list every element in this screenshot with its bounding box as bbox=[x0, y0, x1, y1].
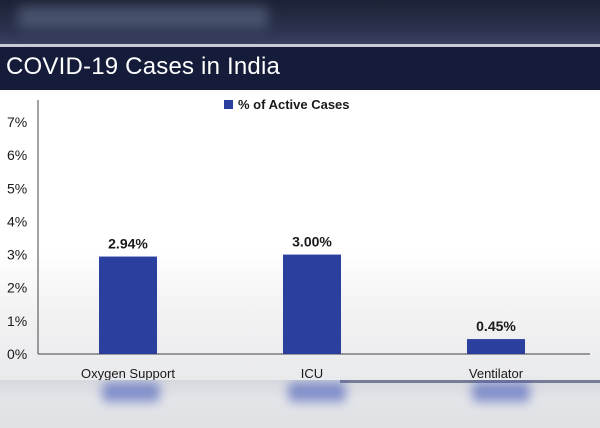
x-tick-label: ICU bbox=[301, 366, 323, 380]
data-label: 0.45% bbox=[476, 318, 516, 334]
x-tick-label: Oxygen Support bbox=[81, 366, 175, 380]
bar-oxygen-support bbox=[99, 256, 157, 354]
y-tick-label: 5% bbox=[7, 180, 27, 196]
title-bar: COVID-19 Cases in India bbox=[0, 44, 600, 90]
data-label: 2.94% bbox=[108, 236, 148, 252]
y-tick-label: 6% bbox=[7, 147, 27, 163]
y-tick-label: 0% bbox=[7, 346, 27, 362]
blurred-bottom-strip bbox=[0, 380, 600, 428]
blurred-heading-shape bbox=[18, 6, 268, 28]
legend-label: % of Active Cases bbox=[238, 97, 350, 112]
blurred-bar-reflection bbox=[288, 382, 346, 402]
chart-area: 0% 1% 2% 3% 4% 5% 6% 7% % of Active Cases 2.94% Ox… bbox=[0, 90, 600, 380]
x-tick-label: Ventilator bbox=[469, 366, 524, 380]
bar-icu bbox=[283, 254, 341, 354]
data-label: 3.00% bbox=[292, 234, 332, 250]
legend-swatch bbox=[224, 100, 233, 109]
y-tick-label: 3% bbox=[7, 247, 27, 263]
y-tick-label: 7% bbox=[7, 114, 27, 130]
blurred-bar-reflection bbox=[102, 382, 160, 402]
blurred-top-strip bbox=[0, 0, 600, 44]
blurred-divider bbox=[340, 380, 600, 383]
y-tick-label: 1% bbox=[7, 313, 27, 329]
y-tick-label: 4% bbox=[7, 213, 27, 229]
page-title: COVID-19 Cases in India bbox=[6, 53, 281, 80]
y-tick-label: 2% bbox=[7, 280, 27, 296]
bar-ventilator bbox=[467, 339, 525, 354]
bar-chart: 0% 1% 2% 3% 4% 5% 6% 7% % of Active Cases 2.94% Ox… bbox=[7, 97, 590, 380]
blurred-bar-reflection bbox=[472, 382, 530, 402]
